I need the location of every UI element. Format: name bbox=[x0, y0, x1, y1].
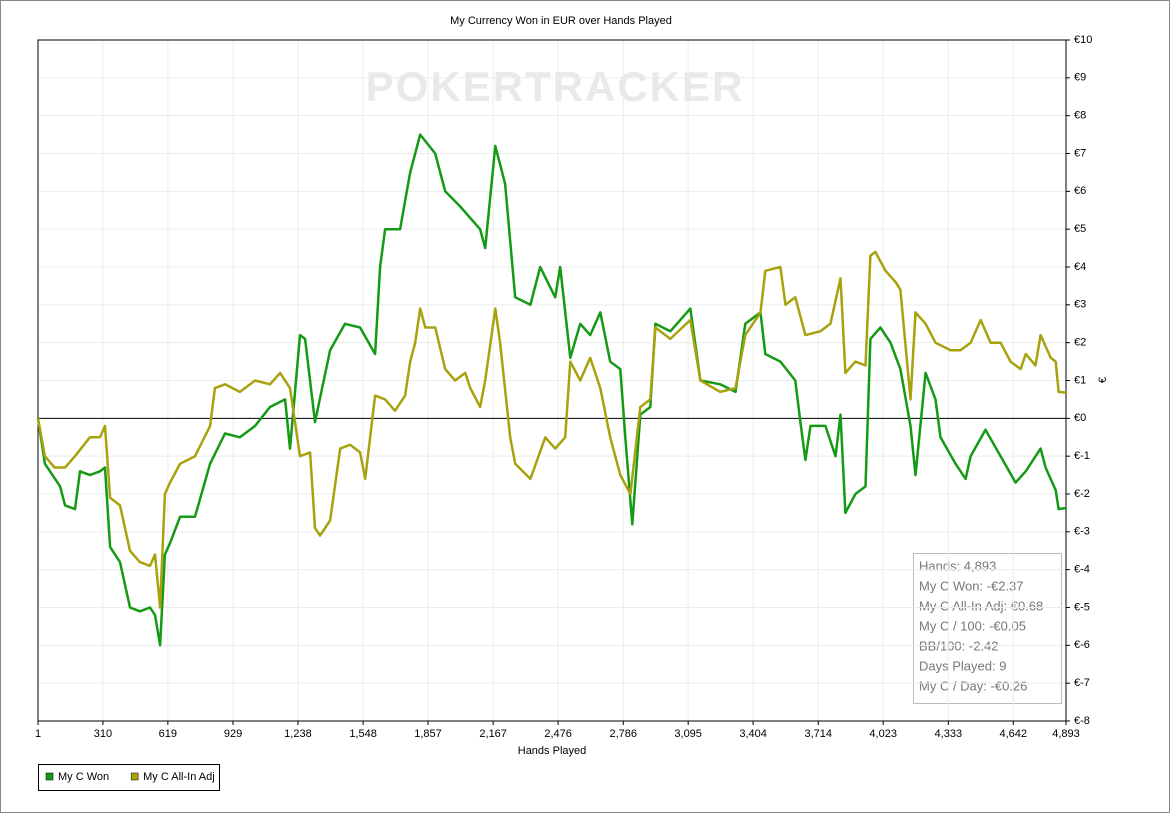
x-tick-label: 2,476 bbox=[544, 728, 572, 740]
legend-label: My C All-In Adj bbox=[143, 771, 215, 783]
stat-line: Days Played: 9 bbox=[919, 658, 1006, 673]
y-tick-label: €0 bbox=[1074, 412, 1086, 424]
chart-title: My Currency Won in EUR over Hands Played bbox=[450, 15, 672, 27]
y-tick-label: €7 bbox=[1074, 147, 1086, 159]
x-tick-label: 3,095 bbox=[674, 728, 702, 740]
y-tick-label: €-6 bbox=[1074, 639, 1090, 651]
y-tick-label: €3 bbox=[1074, 299, 1086, 311]
y-tick-label: €5 bbox=[1074, 223, 1086, 235]
stat-line: BB/100: -2.42 bbox=[919, 638, 999, 653]
y-tick-label: €8 bbox=[1074, 110, 1086, 122]
legend-swatch bbox=[45, 772, 54, 781]
series-line bbox=[36, 250, 1067, 609]
y-tick-label: €2 bbox=[1074, 337, 1086, 349]
x-tick-label: 3,404 bbox=[739, 728, 767, 740]
stat-line: My C / Day: -€0.26 bbox=[919, 678, 1027, 693]
x-tick-label: 310 bbox=[94, 728, 112, 740]
plot-frame bbox=[37, 39, 1067, 722]
stat-line: My C Won: -€2.37 bbox=[919, 578, 1024, 593]
x-tick-label: 619 bbox=[159, 728, 177, 740]
stats-box: Hands: 4,893 My C Won: -€2.37 My C All-In … bbox=[913, 553, 1062, 704]
stat-line: My C All-In Adj: €0.68 bbox=[919, 598, 1043, 613]
x-tick-label: 4,893 bbox=[1052, 728, 1080, 740]
y-tick-label: €1 bbox=[1074, 374, 1086, 386]
y-tick-label: €4 bbox=[1074, 261, 1086, 273]
y-tick-label: €-8 bbox=[1074, 715, 1090, 727]
x-tick-label: 4,642 bbox=[999, 728, 1027, 740]
x-tick-label: 2,786 bbox=[609, 728, 637, 740]
x-tick-label: 929 bbox=[224, 728, 242, 740]
stat-line: My C / 100: -€0.05 bbox=[919, 618, 1026, 633]
legend-frame bbox=[38, 764, 220, 791]
y-tick-label: €10 bbox=[1074, 34, 1092, 46]
x-tick-label: 1,857 bbox=[414, 728, 442, 740]
stats-frame bbox=[913, 553, 1062, 704]
x-tick-label: 3,714 bbox=[804, 728, 832, 740]
y-tick-label: €-7 bbox=[1074, 677, 1090, 689]
y-tick-label: €9 bbox=[1074, 72, 1086, 84]
y-tick-label: €-1 bbox=[1074, 450, 1090, 462]
y-tick-label: €6 bbox=[1074, 185, 1086, 197]
y-tick-label: €-4 bbox=[1074, 564, 1090, 576]
x-tick-label: 4,333 bbox=[935, 728, 963, 740]
legend-swatch bbox=[130, 772, 139, 781]
x-tick-label: 1,238 bbox=[284, 728, 312, 740]
watermark: POKERTRACKER bbox=[366, 63, 745, 110]
x-tick-label: 1,548 bbox=[349, 728, 377, 740]
x-tick-label: 1 bbox=[35, 728, 41, 740]
x-axis-label: Hands Played bbox=[518, 745, 587, 757]
y-tick-label: €-2 bbox=[1074, 488, 1090, 500]
y-axis-label: € bbox=[1097, 377, 1109, 383]
legend-label: My C Won bbox=[58, 771, 109, 783]
x-tick-label: 4,023 bbox=[869, 728, 897, 740]
y-tick-label: €-3 bbox=[1074, 526, 1090, 538]
series-line bbox=[36, 133, 1067, 647]
stat-line: Hands: 4,893 bbox=[919, 558, 996, 573]
x-tick-label: 2,167 bbox=[479, 728, 507, 740]
y-tick-label: €-5 bbox=[1074, 601, 1090, 613]
